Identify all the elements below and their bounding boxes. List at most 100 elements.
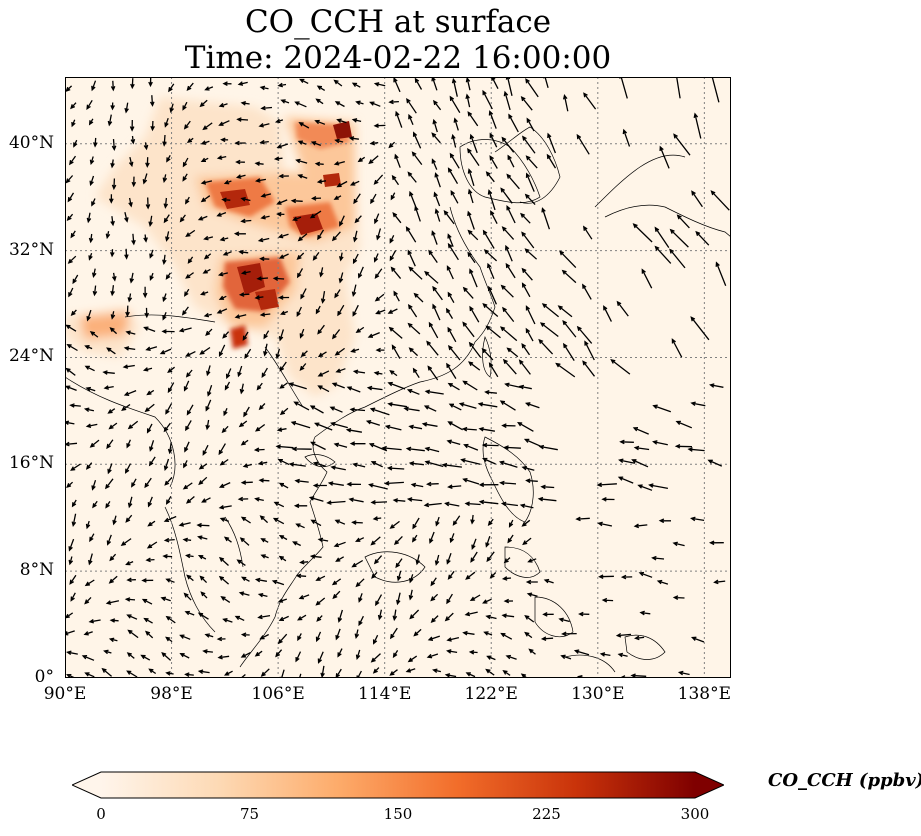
wind-arrow [278,482,289,489]
wind-arrow [421,422,438,427]
wind-arrow [483,631,493,636]
longitude-tick-label: 130°E [571,684,625,704]
wind-arrow [216,308,228,314]
wind-arrow [218,120,230,126]
wind-arrow [65,85,73,92]
wind-arrow [179,634,191,640]
wind-arrow [206,365,211,377]
wind-arrow [482,303,499,317]
wind-arrow [183,120,191,130]
wind-arrow [217,654,230,660]
wind-arrow [263,343,268,357]
wind-arrow [634,635,645,641]
wind-arrow [435,516,440,527]
wind-arrow [278,534,288,541]
wind-arrow [108,637,118,643]
wind-arrow [432,668,442,674]
wind-arrow [150,120,155,132]
wind-arrow [369,407,390,416]
latitude-tick-label: 32°N [8,239,54,260]
wind-arrow [465,571,476,580]
wind-arrow [259,139,269,145]
wind-arrow [355,537,365,542]
wind-arrow [387,381,406,390]
wind-arrow [254,577,268,583]
wind-arrow [308,496,324,502]
map-canvas[interactable] [65,77,731,678]
colorbar-max-extension [695,772,724,798]
wind-arrow [205,419,211,431]
wind-arrow [275,444,294,449]
wind-arrow [331,329,341,340]
wind-arrow [525,305,536,325]
wind-arrow [235,159,245,165]
wind-arrow [637,484,653,491]
wind-arrow [148,668,157,675]
wind-arrow [127,293,133,303]
wind-arrow [127,420,139,430]
wind-arrow [674,444,693,449]
wind-arrow [197,669,210,675]
wind-arrow [482,457,496,465]
wind-arrow [314,422,333,431]
wind-arrow [240,632,250,638]
wind-arrow [142,173,148,185]
wind-arrow [462,477,480,485]
wind-arrow [279,382,288,389]
wind-arrow [106,534,112,546]
wind-arrow [290,421,311,429]
wind-arrow [260,105,273,111]
wind-arrow [240,652,251,658]
wind-arrow [508,113,519,133]
wind-arrow [426,481,439,487]
wind-arrow [280,310,289,316]
wind-arrow [377,609,383,621]
wind-arrow [672,595,685,600]
wind-arrow [71,119,76,128]
wind-arrow [449,533,455,544]
wind-arrow [524,402,540,409]
map-panel[interactable] [65,77,731,678]
wind-arrow [146,389,155,396]
wind-arrow [690,516,705,522]
wind-arrow [65,385,77,392]
wind-arrow [487,518,494,526]
wind-arrow [524,615,535,623]
wind-arrow [524,193,536,206]
wind-arrow [339,215,345,227]
wind-arrow [441,462,462,468]
wind-arrow [482,229,495,249]
wind-arrow [259,256,270,262]
wind-arrow [576,325,593,344]
wind-arrow [103,385,114,390]
wind-arrow [465,672,476,678]
wind-arrow [186,404,194,416]
wind-arrow [240,480,253,485]
wind-arrow [163,214,170,224]
wind-arrow [487,262,495,279]
wind-arrow [163,422,171,433]
wind-arrow [131,176,137,188]
wind-arrow [446,552,452,565]
wind-arrow [518,384,532,390]
wind-arrow [259,633,269,640]
wind-arrow [140,654,151,661]
wind-arrow [351,559,364,568]
wind-arrow [182,101,188,111]
wind-arrow [430,577,437,587]
wind-arrow [312,461,326,467]
wind-arrow [242,331,249,341]
wind-arrow [178,327,192,333]
wind-arrow [185,272,194,279]
wind-arrow [297,174,308,179]
wind-arrow [125,305,130,318]
wind-arrow [186,137,194,143]
wind-arrow [203,235,214,241]
wind-arrow [85,386,96,392]
wind-arrow [329,406,343,413]
wind-arrow [70,463,81,471]
wind-arrow [452,515,461,526]
wind-arrow [89,533,95,543]
wind-arrow [66,650,78,656]
wind-arrow [337,304,345,317]
